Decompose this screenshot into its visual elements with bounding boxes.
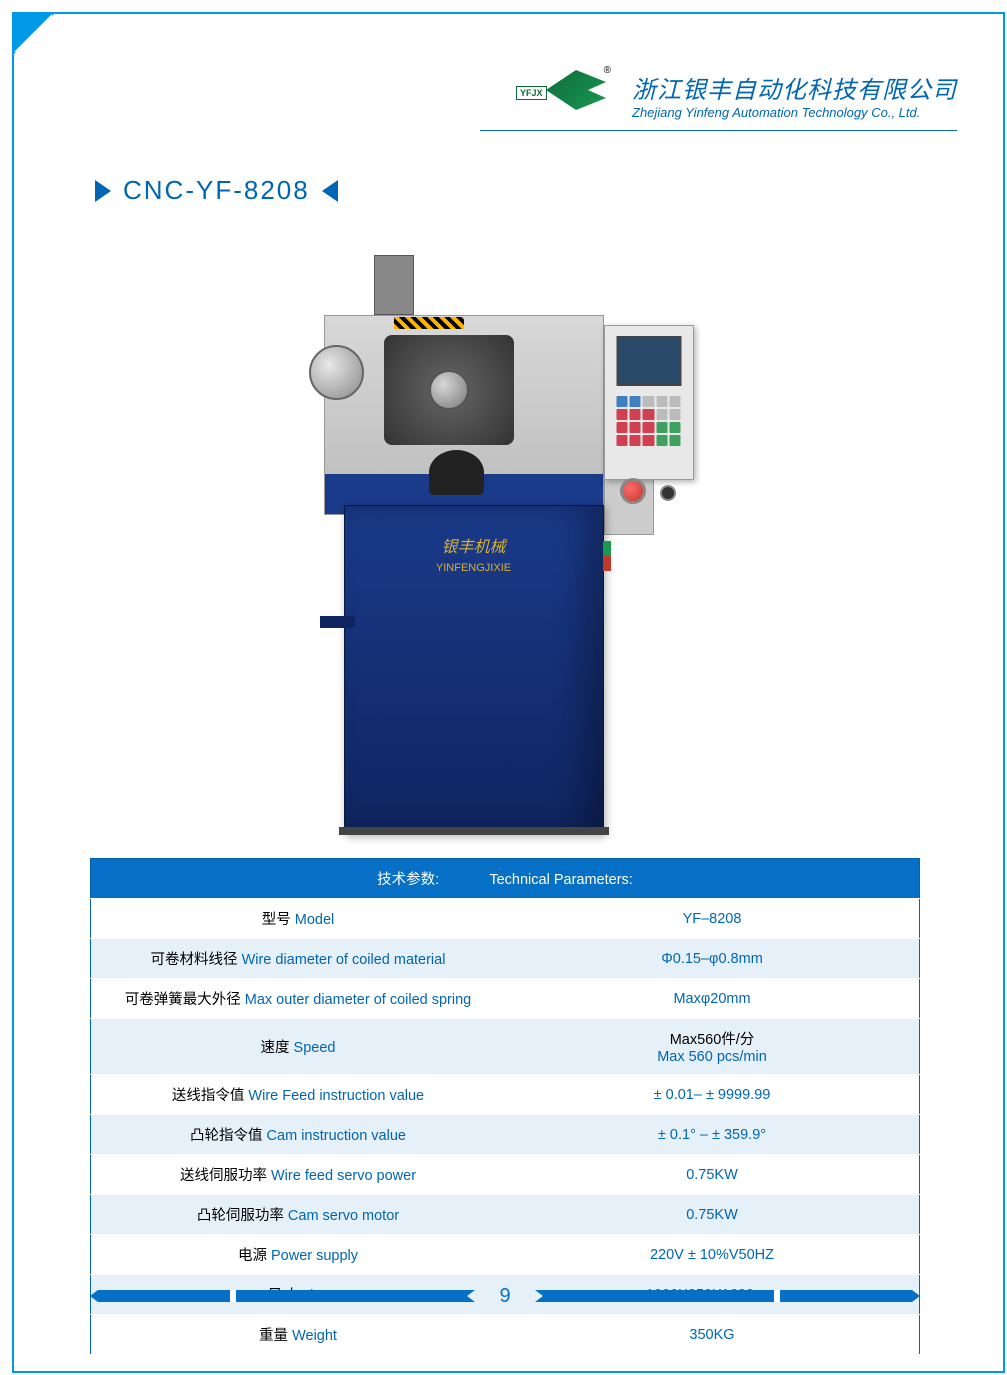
table-row: 凸轮指令值 Cam instruction value± 0.1° – ± 35…: [91, 1115, 920, 1155]
spec-value-cell: 0.75KW: [505, 1195, 920, 1235]
specifications-table: 技术参数: Technical Parameters: 型号 ModelYF–8…: [90, 858, 920, 1355]
table-row: 可卷材料线径 Wire diameter of coiled materialΦ…: [91, 939, 920, 979]
triangle-left-icon: [322, 180, 338, 202]
company-name-cn: 浙江银丰自动化科技有限公司: [632, 70, 957, 105]
table-header: 技术参数: Technical Parameters:: [91, 859, 920, 899]
machine-top-plate: [374, 255, 414, 315]
product-title-section: CNC-YF-8208: [95, 175, 338, 206]
page-number: 9: [499, 1285, 510, 1308]
table-row: 电源 Power supply220V ± 10%V50HZ: [91, 1235, 920, 1275]
header-underline: [480, 130, 957, 131]
spec-label-cell: 凸轮指令值 Cam instruction value: [91, 1115, 506, 1155]
spec-label-cell: 速度 Speed: [91, 1019, 506, 1075]
spec-value-cell: 0.75KW: [505, 1155, 920, 1195]
control-keypad: [616, 396, 681, 446]
spec-label-cell: 可卷弹簧最大外径 Max outer diameter of coiled sp…: [91, 979, 506, 1019]
machine-brand-badge: 银丰机械 YINFENGJIXIE: [436, 536, 511, 577]
logo-registered-mark: ®: [604, 65, 611, 76]
table-row: 可卷弹簧最大外径 Max outer diameter of coiled sp…: [91, 979, 920, 1019]
table-header-en: Technical Parameters:: [489, 872, 632, 888]
page-footer: 9: [90, 1288, 920, 1308]
machine-motor-icon: [309, 345, 364, 400]
spec-value-cell: YF–8208: [505, 899, 920, 939]
machine-gear-assembly: [384, 335, 514, 445]
table-row: 重量 Weight350KG: [91, 1315, 920, 1355]
machine-base: 银丰机械 YINFENGJIXIE: [344, 505, 604, 835]
spec-label-cell: 电源 Power supply: [91, 1235, 506, 1275]
control-panel: [604, 325, 694, 480]
footer-bar-left: [90, 1290, 475, 1302]
spec-label-cell: 型号 Model: [91, 899, 506, 939]
machine-base-trim: [339, 827, 609, 835]
table-row: 送线指令值 Wire Feed instruction value± 0.01–…: [91, 1075, 920, 1115]
control-screen-icon: [616, 336, 681, 386]
spec-label-cell: 可卷材料线径 Wire diameter of coiled material: [91, 939, 506, 979]
spec-value-cell: ± 0.1° – ± 359.9°: [505, 1115, 920, 1155]
machine-guard: [429, 450, 484, 495]
logo-wing-icon: [546, 70, 606, 110]
spec-label-cell: 送线伺服功率 Wire feed servo power: [91, 1155, 506, 1195]
product-title: CNC-YF-8208: [123, 175, 310, 206]
company-logo: YFJX ®: [516, 70, 616, 120]
control-knob-icon: [660, 485, 676, 501]
emergency-stop-button-icon: [620, 478, 646, 504]
table-header-cn: 技术参数:: [377, 872, 469, 888]
table-row: 凸轮伺服功率 Cam servo motor0.75KW: [91, 1195, 920, 1235]
spec-value-cell: Φ0.15–φ0.8mm: [505, 939, 920, 979]
table-row: 送线伺服功率 Wire feed servo power0.75KW: [91, 1155, 920, 1195]
header: YFJX ® 浙江银丰自动化科技有限公司 Zhejiang Yinfeng Au…: [516, 70, 957, 120]
spec-value-cell: 220V ± 10%V50HZ: [505, 1235, 920, 1275]
footer-bar-right: [535, 1290, 920, 1302]
machine-warning-stripe: [394, 317, 464, 329]
spec-label-cell: 凸轮伺服功率 Cam servo motor: [91, 1195, 506, 1235]
company-name-en: Zhejiang Yinfeng Automation Technology C…: [632, 105, 957, 120]
logo-tag-text: YFJX: [516, 86, 547, 100]
machine-illustration: 银丰机械 YINFENGJIXIE: [0, 235, 1007, 835]
corner-fold-decor: [14, 14, 54, 54]
machine-side-hook: [320, 616, 355, 628]
spec-value-cell: ± 0.01– ± 9999.99: [505, 1075, 920, 1115]
spec-value-cell: Maxφ20mm: [505, 979, 920, 1019]
spec-label-cell: 送线指令值 Wire Feed instruction value: [91, 1075, 506, 1115]
machine-side-switch-icon: [603, 541, 611, 571]
triangle-right-icon: [95, 180, 111, 202]
spec-label-cell: 重量 Weight: [91, 1315, 506, 1355]
company-name-block: 浙江银丰自动化科技有限公司 Zhejiang Yinfeng Automatio…: [632, 70, 957, 120]
table-row: 型号 ModelYF–8208: [91, 899, 920, 939]
table-row: 速度 SpeedMax560件/分Max 560 pcs/min: [91, 1019, 920, 1075]
spec-value-cell: 350KG: [505, 1315, 920, 1355]
spec-value-cell: Max560件/分Max 560 pcs/min: [505, 1019, 920, 1075]
